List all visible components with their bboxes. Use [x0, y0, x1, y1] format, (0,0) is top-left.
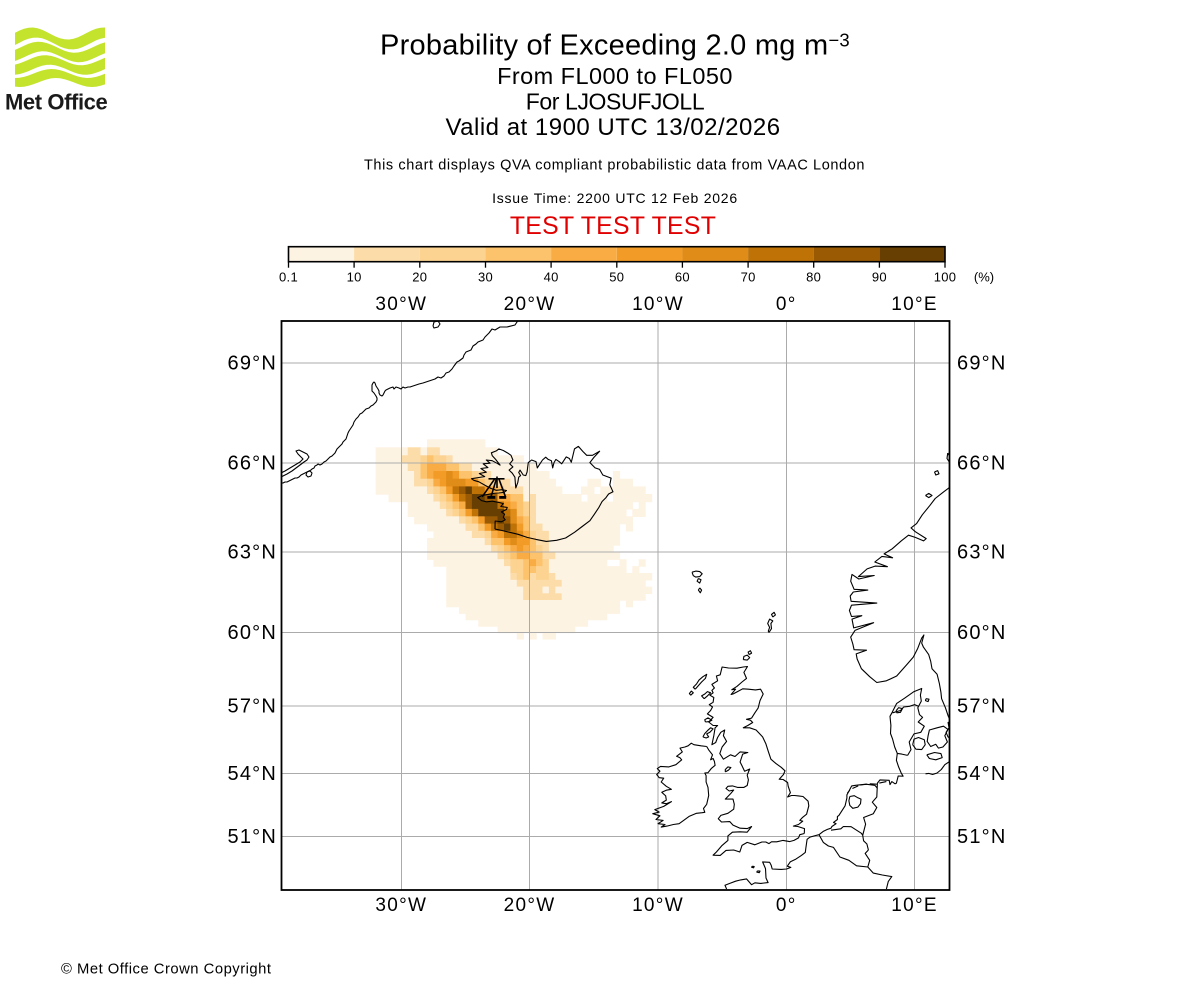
svg-text:70: 70	[741, 270, 756, 285]
svg-text:Issue Time: 2200 UTC 12 Feb 20: Issue Time: 2200 UTC 12 Feb 2026	[492, 190, 738, 206]
svg-text:57°N: 57°N	[957, 695, 1007, 717]
svg-text:Valid at 1900 UTC 13/02/2026: Valid at 1900 UTC 13/02/2026	[445, 114, 780, 141]
svg-text:10°W: 10°W	[632, 294, 684, 315]
svg-text:51°N: 51°N	[957, 826, 1007, 848]
svg-text:(%): (%)	[974, 270, 994, 285]
svg-text:10°E: 10°E	[891, 895, 938, 916]
svg-text:0.1: 0.1	[279, 270, 298, 285]
svg-text:30°W: 30°W	[375, 895, 427, 916]
svg-text:51°N: 51°N	[228, 826, 278, 848]
svg-text:69°N: 69°N	[228, 353, 278, 375]
svg-text:© Met Office Crown Copyright: © Met Office Crown Copyright	[61, 962, 271, 978]
svg-text:TEST TEST TEST: TEST TEST TEST	[510, 213, 716, 240]
svg-text:For LJOSUFJOLL: For LJOSUFJOLL	[526, 89, 705, 115]
svg-text:69°N: 69°N	[957, 353, 1007, 375]
svg-text:10°E: 10°E	[891, 294, 938, 315]
svg-text:30: 30	[478, 270, 493, 285]
svg-text:66°N: 66°N	[957, 453, 1007, 475]
svg-text:63°N: 63°N	[957, 542, 1007, 564]
svg-text:0°: 0°	[776, 895, 797, 916]
svg-text:54°N: 54°N	[228, 763, 278, 785]
svg-text:60: 60	[675, 270, 690, 285]
svg-text:66°N: 66°N	[228, 453, 278, 475]
svg-text:57°N: 57°N	[228, 695, 278, 717]
svg-text:54°N: 54°N	[957, 763, 1007, 785]
svg-text:60°N: 60°N	[228, 622, 278, 644]
svg-text:100: 100	[934, 270, 957, 285]
svg-text:40: 40	[544, 270, 559, 285]
svg-text:63°N: 63°N	[228, 542, 278, 564]
svg-text:20°W: 20°W	[504, 294, 556, 315]
svg-text:10°W: 10°W	[632, 895, 684, 916]
svg-text:30°W: 30°W	[375, 294, 427, 315]
svg-text:0°: 0°	[776, 294, 797, 315]
svg-text:90: 90	[872, 270, 887, 285]
svg-text:Met Office: Met Office	[5, 90, 108, 115]
svg-text:60°N: 60°N	[957, 622, 1007, 644]
svg-text:20°W: 20°W	[504, 895, 556, 916]
svg-text:20: 20	[412, 270, 427, 285]
svg-text:80: 80	[806, 270, 821, 285]
svg-text:This chart displays QVA compli: This chart displays QVA compliant probab…	[364, 158, 865, 174]
svg-text:From FL000 to FL050: From FL000 to FL050	[497, 63, 733, 89]
svg-text:50: 50	[609, 270, 624, 285]
svg-text:Probability of Exceeding 2.0 m: Probability of Exceeding 2.0 mg m−3	[380, 30, 850, 62]
svg-text:10: 10	[347, 270, 362, 285]
